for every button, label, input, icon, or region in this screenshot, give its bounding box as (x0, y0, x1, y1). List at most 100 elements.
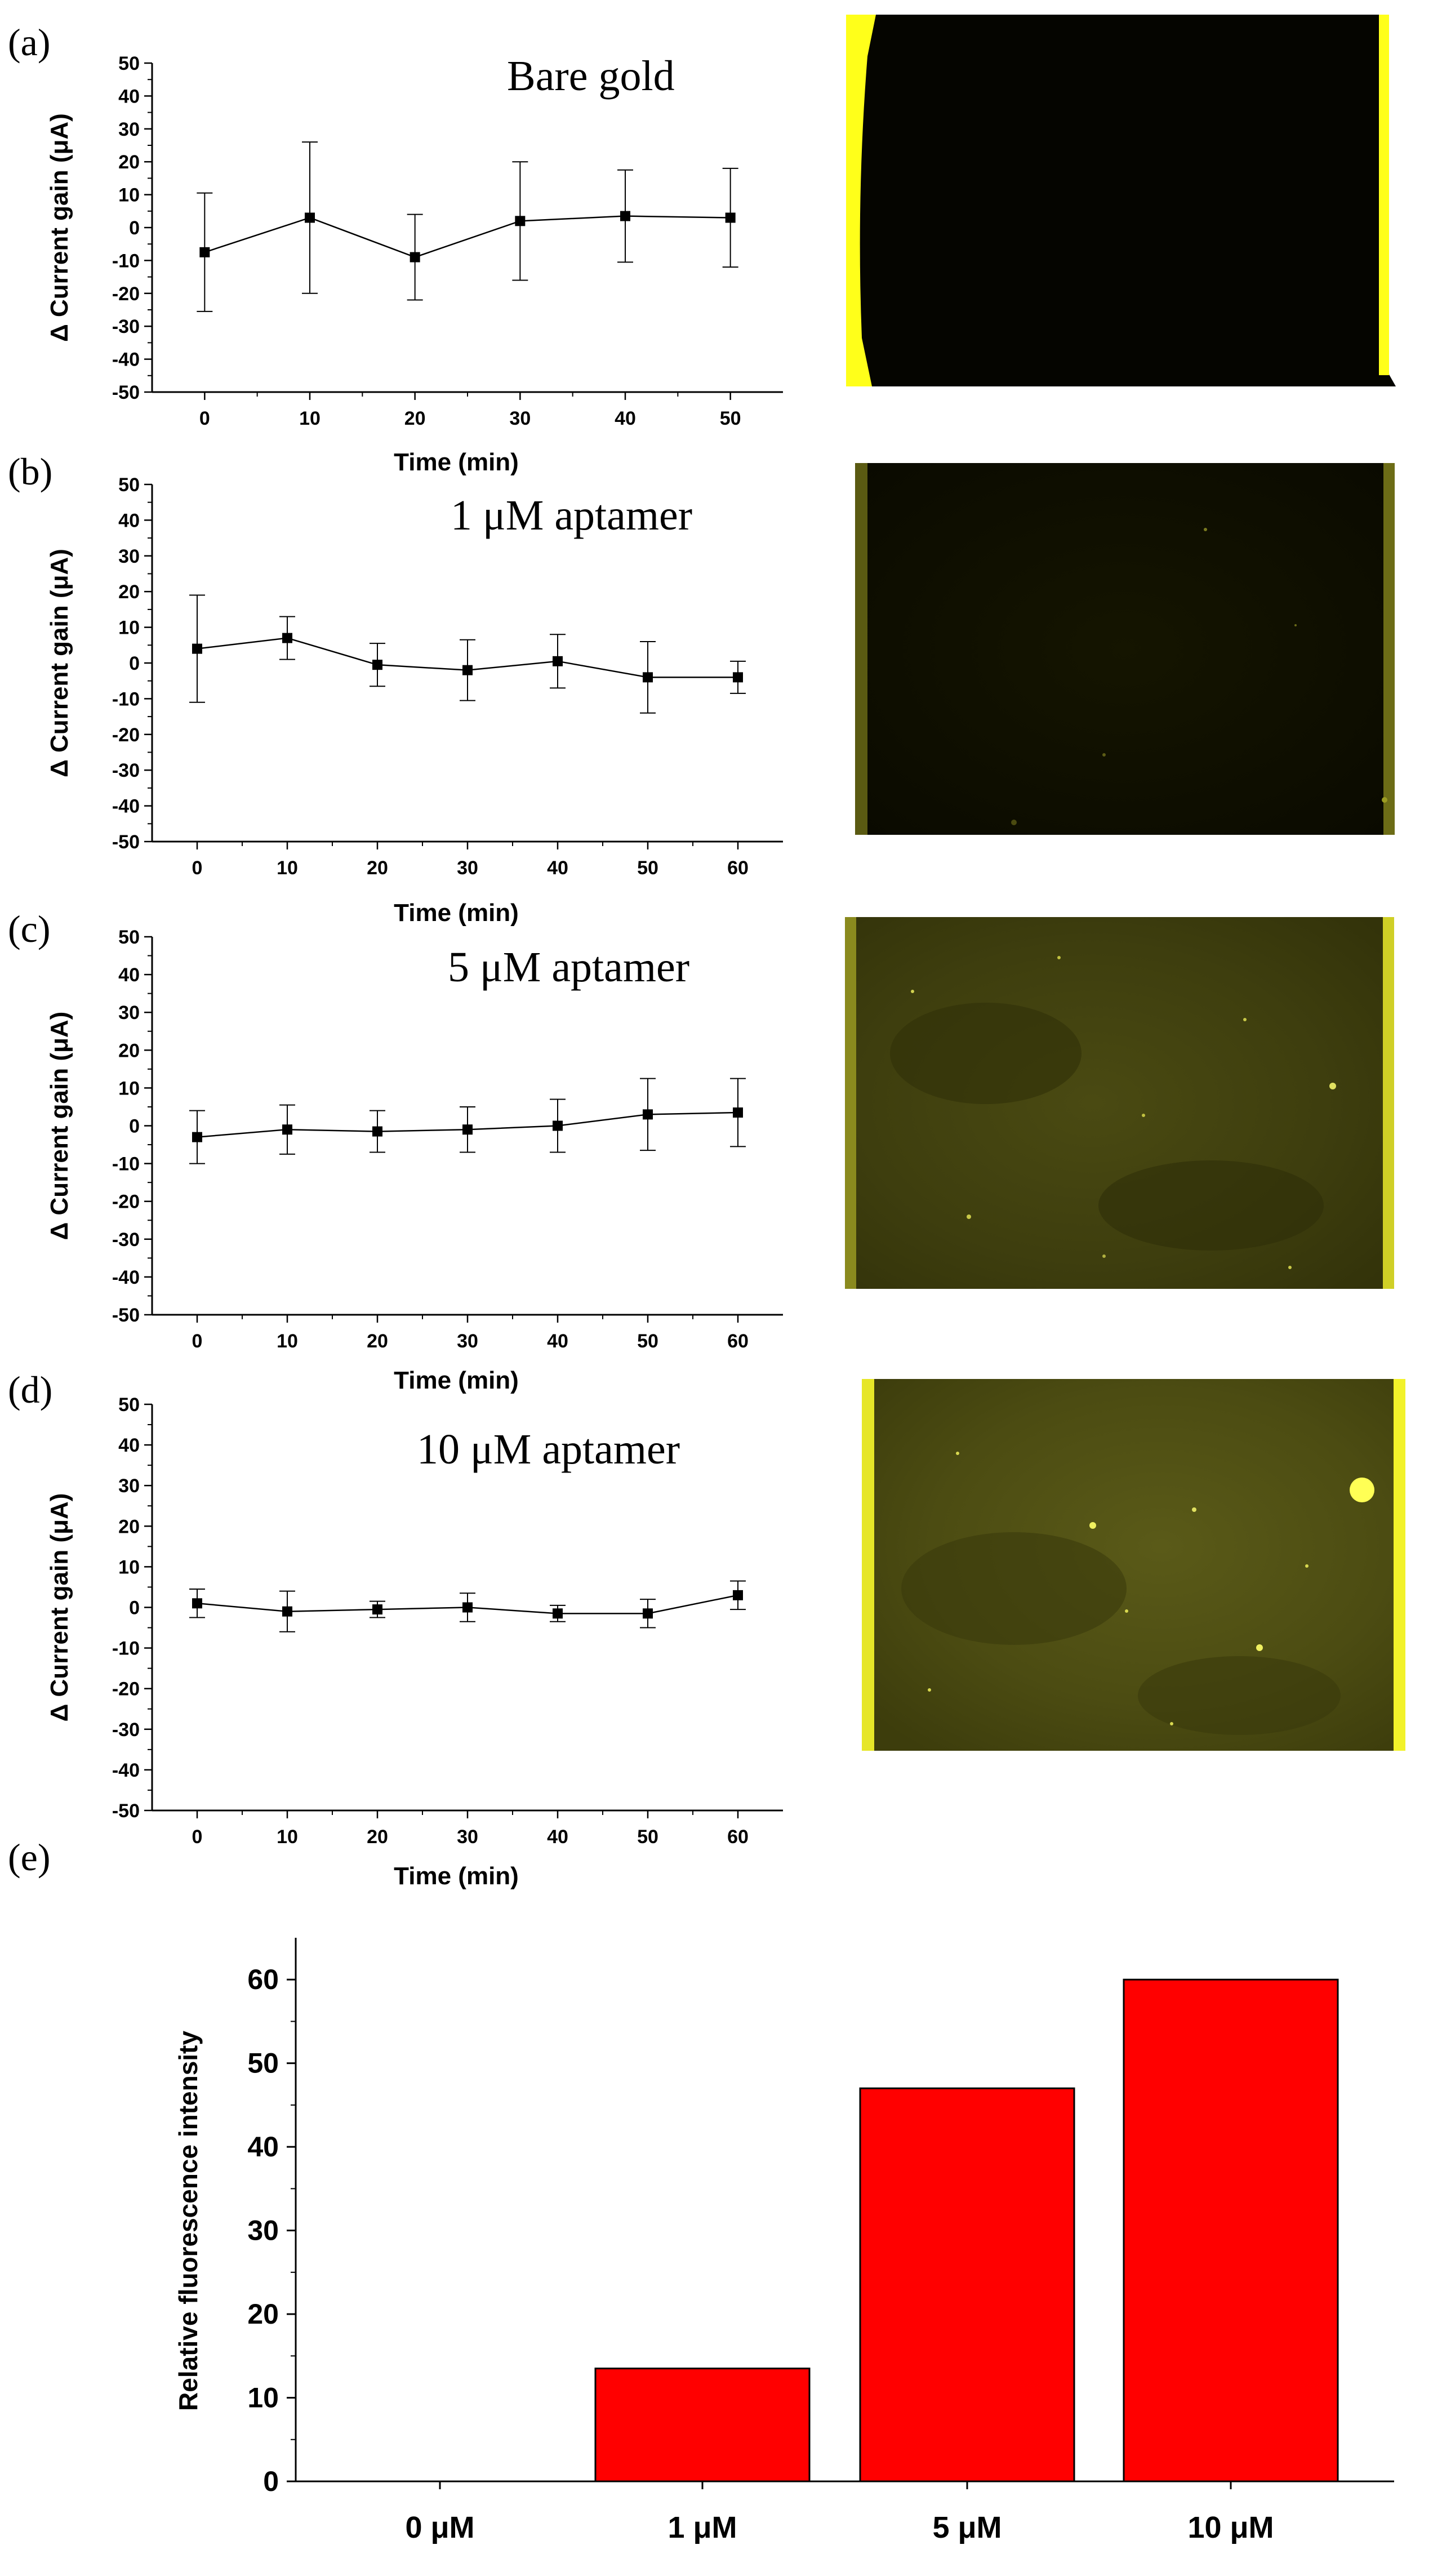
x-axis-label: Time (min) (394, 1367, 519, 1394)
category-label: 5 μM (932, 2511, 1002, 2544)
y-tick-label: -30 (112, 1719, 140, 1741)
data-point (733, 672, 743, 683)
y-tick-label: 20 (247, 2298, 279, 2330)
data-point (282, 1606, 292, 1617)
y-tick-label: 50 (118, 1394, 140, 1416)
bar (859, 2087, 1075, 2482)
panel-letter-e: (e) (8, 1836, 50, 1879)
data-point (733, 1107, 743, 1118)
y-tick-label: 0 (129, 217, 140, 239)
y-tick-label: 40 (247, 2131, 279, 2163)
y-tick-label: 10 (118, 1556, 140, 1578)
y-tick-label: -50 (112, 831, 140, 853)
y-tick-label: -20 (112, 283, 140, 305)
y-tick-label: -30 (112, 760, 140, 781)
chart-b: 50 40 30 20 10 0 -10 -20 -30 -40 -50 0 10 20 30 40 50 60 T… (46, 474, 783, 927)
x-tick-label: 60 (727, 857, 749, 879)
y-tick-label: -50 (112, 382, 140, 403)
x-tick-label: 60 (727, 1826, 749, 1848)
panel-letter-a: (a) (8, 21, 50, 64)
category-label: 0 μM (405, 2511, 474, 2544)
data-point (372, 1126, 382, 1137)
x-tick-label: 40 (615, 408, 636, 429)
x-tick-label: 0 (199, 408, 210, 429)
y-tick-label: 10 (118, 617, 140, 639)
series-line (204, 215, 731, 258)
y-tick-label: 40 (118, 86, 140, 107)
data-point (282, 633, 292, 643)
data-point (372, 1604, 382, 1615)
data-point (553, 1120, 563, 1131)
x-tick-label: 30 (509, 408, 531, 429)
y-tick-label: -40 (112, 1760, 140, 1781)
y-axis-label: Δ Current gain (μA) (46, 549, 73, 777)
x-tick-label: 50 (637, 1826, 658, 1848)
y-tick-label: 0 (129, 1598, 140, 1619)
x-tick-label: 10 (299, 408, 321, 429)
annotation-a: Bare gold (507, 52, 675, 100)
y-tick-label: -40 (112, 349, 140, 371)
y-tick-label: 30 (118, 119, 140, 140)
data-point (462, 1124, 473, 1135)
data-point (282, 1124, 292, 1135)
y-tick-label: -30 (112, 1229, 140, 1251)
data-point (725, 212, 736, 223)
y-tick-label: 20 (118, 581, 140, 603)
y-tick-label: 30 (118, 1002, 140, 1024)
data-point (643, 1109, 653, 1120)
category-label: 1 μM (667, 2511, 737, 2544)
panel-letter-b: (b) (8, 450, 52, 493)
fluorescence-image-b (855, 463, 1395, 835)
y-tick-label: -50 (112, 1800, 140, 1822)
x-tick-label: 10 (277, 1826, 298, 1848)
y-axis-label: Δ Current gain (μA) (46, 113, 73, 342)
y-tick-label: 10 (118, 185, 140, 206)
annotation-b: 1 μM aptamer (451, 492, 692, 539)
data-point (305, 212, 315, 223)
x-tick-label: 30 (457, 857, 478, 879)
y-tick-label: -10 (112, 1638, 140, 1660)
y-tick-label: 50 (118, 53, 140, 74)
chart-e: 0 10 20 30 40 50 60 0 μM 1 μM 5 μM 10 μM Relative f… (173, 1938, 1394, 2544)
data-point (410, 252, 420, 263)
bar (1123, 1978, 1339, 2482)
x-tick-label: 50 (637, 1331, 658, 1352)
y-tick-label: 10 (247, 2382, 279, 2414)
y-tick-label: 10 (118, 1078, 140, 1099)
y-tick-label: 20 (118, 1516, 140, 1537)
x-tick-label: 0 (192, 1826, 203, 1848)
data-point (192, 1598, 202, 1609)
y-tick-label: 0 (129, 653, 140, 674)
bar (594, 2368, 811, 2482)
category-label: 10 μM (1187, 2511, 1274, 2544)
y-tick-label: 40 (118, 964, 140, 986)
x-tick-label: 30 (457, 1331, 478, 1352)
x-tick-label: 20 (367, 857, 388, 879)
x-tick-label: 20 (367, 1331, 388, 1352)
y-tick-label: 40 (118, 1435, 140, 1456)
y-tick-label: 20 (118, 1040, 140, 1061)
chart-c: 50 40 30 20 10 0 -10 -20 -30 -40 -50 0 10 20 30 40 50 60 T… (46, 927, 783, 1394)
chart-a: 50 40 30 20 10 0 -10 -20 -30 -40 -50 0 10 20 30 40 50 Tim… (46, 53, 783, 476)
data-point (372, 660, 382, 670)
x-axis-label: Time (min) (394, 1862, 519, 1890)
chart-d: 50 40 30 20 10 0 -10 -20 -30 -40 -50 0 10 20 30 40 50 60 T… (46, 1394, 783, 1890)
data-point (620, 211, 630, 221)
data-point (733, 1590, 743, 1600)
y-tick-label: 50 (118, 927, 140, 948)
data-point (643, 672, 653, 683)
y-tick-label: -20 (112, 724, 140, 746)
y-tick-label: 0 (129, 1116, 140, 1137)
y-tick-label: 50 (247, 2048, 279, 2079)
x-tick-label: 40 (547, 1331, 568, 1352)
y-tick-label: 0 (263, 2466, 279, 2497)
x-tick-label: 10 (277, 857, 298, 879)
x-axis-label: Time (min) (394, 448, 519, 476)
y-tick-label: -20 (112, 1679, 140, 1700)
x-tick-label: 10 (277, 1331, 298, 1352)
y-tick-label: -10 (112, 688, 140, 710)
data-point (553, 656, 563, 666)
y-axis-label: Relative fluorescence intensity (173, 2031, 203, 2411)
y-tick-label: 60 (247, 1964, 279, 1995)
